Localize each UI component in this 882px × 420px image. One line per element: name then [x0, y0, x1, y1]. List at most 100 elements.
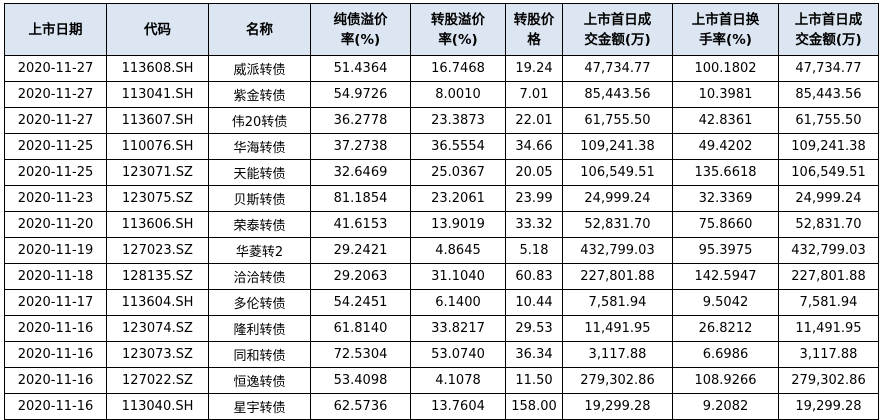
table-cell: 多伦转债 — [208, 289, 311, 316]
table-cell: 2020-11-20 — [4, 211, 107, 238]
table-cell: 53.0740 — [410, 341, 506, 368]
table-cell: 33.8217 — [410, 315, 506, 342]
table-cell: 33.32 — [505, 211, 563, 238]
table-row: 2020-11-16 123073.SZ 同和转债 72.5304 53.0740 36.… — [4, 341, 879, 368]
table-cell: 2020-11-27 — [4, 55, 107, 82]
column-header: 转股溢价 率(%) — [410, 3, 506, 56]
table-cell: 279,302.86 — [562, 367, 673, 394]
table-cell: 49.4202 — [672, 133, 779, 160]
table-cell: 106,549.51 — [562, 159, 673, 186]
table-cell: 61,755.50 — [562, 107, 673, 134]
table-cell: 31.1040 — [410, 263, 506, 290]
table-cell: 4.1078 — [410, 367, 506, 394]
header-line: 转股价 — [513, 11, 555, 28]
header-line: 名称 — [246, 21, 273, 38]
header-line: 率(%) — [438, 31, 478, 48]
table-cell: 113041.SH — [106, 81, 209, 108]
table-cell: 113606.SH — [106, 211, 209, 238]
table-cell: 贝斯转债 — [208, 185, 311, 212]
header-line: 上市首日成 — [794, 11, 863, 28]
table-cell: 11.50 — [505, 367, 563, 394]
table-cell: 天能转债 — [208, 159, 311, 186]
table-cell: 2020-11-25 — [4, 159, 107, 186]
table-cell: 60.83 — [505, 263, 563, 290]
table-cell: 52,831.70 — [562, 211, 673, 238]
column-header: 上市首日成 交金额(万) — [562, 3, 673, 56]
table-cell: 23.99 — [505, 185, 563, 212]
table-cell: 128135.SZ — [106, 263, 209, 290]
table-cell: 10.3981 — [672, 81, 779, 108]
table-cell: 9.2082 — [672, 393, 779, 420]
table-cell: 22.01 — [505, 107, 563, 134]
table-cell: 10.44 — [505, 289, 563, 316]
header-line: 上市首日成 — [583, 11, 652, 28]
column-header: 代码 — [106, 3, 209, 56]
table-cell: 6.6986 — [672, 341, 779, 368]
header-line: 上市日期 — [28, 21, 83, 38]
column-header: 转股价格 — [505, 3, 563, 56]
table-cell: 279,302.86 — [778, 367, 879, 394]
table-cell: 75.8660 — [672, 211, 779, 238]
table-cell: 星宇转债 — [208, 393, 311, 420]
table-cell: 23.3873 — [410, 107, 506, 134]
table-cell: 51.4364 — [310, 55, 411, 82]
table-row: 2020-11-27 113607.SH 伟20转债 36.2778 23.3873 22… — [4, 107, 879, 134]
table-cell: 61.8140 — [310, 315, 411, 342]
table-cell: 2020-11-19 — [4, 237, 107, 264]
table-cell: 伟20转债 — [208, 107, 311, 134]
table-cell: 95.3975 — [672, 237, 779, 264]
table-cell: 227,801.88 — [778, 263, 879, 290]
table-cell: 54.2451 — [310, 289, 411, 316]
table-cell: 5.18 — [505, 237, 563, 264]
table-row: 2020-11-27 113608.SH 威派转债 51.4364 16.7468 19.… — [4, 55, 879, 82]
table-cell: 2020-11-16 — [4, 367, 107, 394]
table-cell: 7.01 — [505, 81, 563, 108]
table-cell: 洽洽转债 — [208, 263, 311, 290]
table-cell: 113607.SH — [106, 107, 209, 134]
table-cell: 隆利转债 — [208, 315, 311, 342]
table-cell: 2020-11-16 — [4, 315, 107, 342]
table-cell: 2020-11-23 — [4, 185, 107, 212]
table-cell: 432,799.03 — [778, 237, 879, 264]
table-cell: 61,755.50 — [778, 107, 879, 134]
table-cell: 127023.SZ — [106, 237, 209, 264]
table-cell: 123075.SZ — [106, 185, 209, 212]
table-cell: 华海转债 — [208, 133, 311, 160]
table-cell: 7,581.94 — [562, 289, 673, 316]
header-line: 交金额(万) — [795, 31, 862, 48]
table-row: 2020-11-18 128135.SZ 洽洽转债 29.2063 31.1040 60.… — [4, 263, 879, 290]
table-cell: 29.2421 — [310, 237, 411, 264]
table-cell: 紫金转债 — [208, 81, 311, 108]
table-cell: 108.9266 — [672, 367, 779, 394]
header-line: 上市首日换 — [691, 11, 760, 28]
table-cell: 8.0010 — [410, 81, 506, 108]
table-cell: 81.1854 — [310, 185, 411, 212]
column-header: 上市首日换 手率(%) — [672, 3, 779, 56]
table-row: 2020-11-16 113040.SH 星宇转债 62.5736 13.7604 158… — [4, 393, 879, 420]
table-cell: 41.6153 — [310, 211, 411, 238]
table-cell: 16.7468 — [410, 55, 506, 82]
table-row: 2020-11-16 127022.SZ 恒逸转债 53.4098 4.1078 11.5… — [4, 367, 879, 394]
table-cell: 7,581.94 — [778, 289, 879, 316]
table-cell: 135.6618 — [672, 159, 779, 186]
table-cell: 19,299.28 — [778, 393, 879, 420]
table-cell: 19.24 — [505, 55, 563, 82]
table-row: 2020-11-25 123071.SZ 天能转债 32.6469 25.0367 20.… — [4, 159, 879, 186]
table-cell: 29.2063 — [310, 263, 411, 290]
table-row: 2020-11-19 127023.SZ 华菱转2 29.2421 4.8645 5.18… — [4, 237, 879, 264]
table-cell: 47,734.77 — [778, 55, 879, 82]
table-cell: 52,831.70 — [778, 211, 879, 238]
table-cell: 113040.SH — [106, 393, 209, 420]
table-cell: 47,734.77 — [562, 55, 673, 82]
table-cell: 72.5304 — [310, 341, 411, 368]
table-cell: 威派转债 — [208, 55, 311, 82]
table-cell: 6.1400 — [410, 289, 506, 316]
table-cell: 123073.SZ — [106, 341, 209, 368]
table-cell: 13.9019 — [410, 211, 506, 238]
table-cell: 158.00 — [505, 393, 563, 420]
table-cell: 3,117.88 — [778, 341, 879, 368]
table-cell: 36.34 — [505, 341, 563, 368]
table-cell: 2020-11-16 — [4, 341, 107, 368]
table-cell: 123074.SZ — [106, 315, 209, 342]
table-cell: 恒逸转债 — [208, 367, 311, 394]
